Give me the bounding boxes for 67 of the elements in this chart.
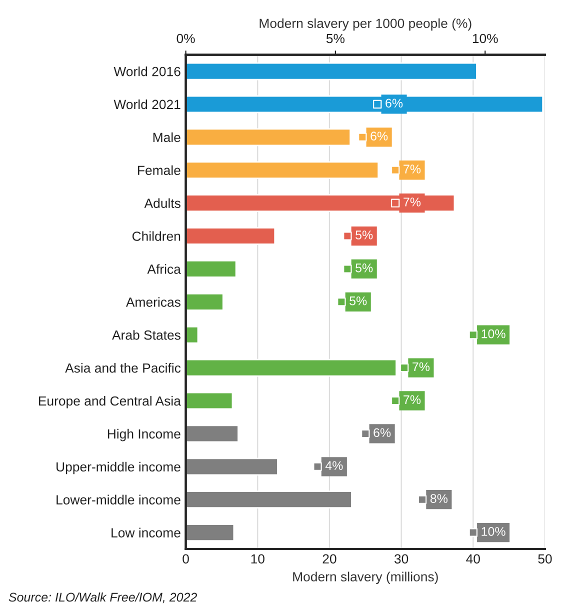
data-label: 8% [430, 494, 448, 503]
y-tick-label: World 2016 [114, 66, 180, 76]
y-tick-label: Female [138, 165, 180, 176]
data-label: 7% [404, 198, 421, 206]
x-tick-label: 40 [466, 554, 480, 564]
y-tick-label: Asia and the Pacific [65, 363, 181, 373]
x2-tick-label: 10% [472, 34, 498, 44]
data-label: 7% [404, 164, 421, 174]
data-label: 5% [356, 264, 373, 272]
y-tick-label: Male [153, 132, 180, 142]
x-axis-title: Modern slavery (millions) [293, 572, 438, 584]
y-tick-label: Lower-middle income [56, 494, 180, 505]
x-tick-label: 20 [322, 554, 336, 564]
point [343, 232, 352, 240]
point [361, 429, 370, 438]
data-label: 6% [370, 132, 388, 141]
bar [186, 292, 224, 311]
y-tick-label: Low income [112, 528, 180, 538]
point [468, 330, 478, 340]
point [400, 363, 409, 372]
point [337, 298, 346, 306]
bar [186, 62, 478, 80]
bar [186, 95, 544, 114]
x-tick-label: 30 [394, 554, 408, 564]
bar [186, 227, 276, 245]
data-label: 6% [386, 98, 403, 108]
bar [186, 358, 397, 377]
x2-tick-label: 5% [326, 34, 345, 44]
y-tick-label: Children [132, 231, 180, 241]
y-tick-label: High Income [108, 428, 180, 442]
bar [186, 128, 351, 146]
y-tick-label: Europe and Central Asia [38, 396, 181, 408]
bar [186, 260, 237, 278]
data-label: 7% [412, 362, 430, 372]
bar [186, 326, 199, 344]
bar [186, 424, 239, 443]
bar [186, 458, 278, 476]
point [373, 100, 382, 109]
x-tick-label: 50 [538, 554, 552, 564]
bar [186, 392, 234, 410]
bar [186, 194, 456, 212]
bar [186, 490, 352, 509]
point [343, 264, 352, 274]
data-label: 10% [482, 527, 506, 536]
data-label: 5% [350, 296, 367, 306]
y-tick-label: Arab States [112, 330, 180, 340]
point [313, 462, 322, 472]
y-tick-label: Adults [144, 198, 180, 208]
x-tick-label: 0 [182, 554, 189, 564]
y-tick-label: Americas [126, 297, 180, 307]
data-label: 7% [404, 395, 421, 404]
bar [186, 161, 380, 180]
data-label: 4% [325, 461, 343, 470]
y-tick-label: World 2021 [114, 99, 180, 110]
point [390, 198, 400, 208]
y-tick-label: Africa [147, 264, 181, 274]
y-tick-label: Upper-middle income [56, 462, 180, 474]
point [358, 132, 367, 142]
x2-tick-label: 0% [176, 34, 195, 44]
source-note: Source: ILO/Walk Free/IOM, 2022 [8, 592, 198, 604]
x-tick-label: 10 [251, 554, 264, 564]
x2-axis-title: Modern slavery per 1000 people (%) [260, 18, 472, 31]
point [468, 528, 478, 537]
data-label: 10% [482, 329, 506, 338]
data-label: 5% [356, 230, 373, 240]
bar [186, 524, 235, 542]
data-label: 6% [374, 428, 391, 438]
